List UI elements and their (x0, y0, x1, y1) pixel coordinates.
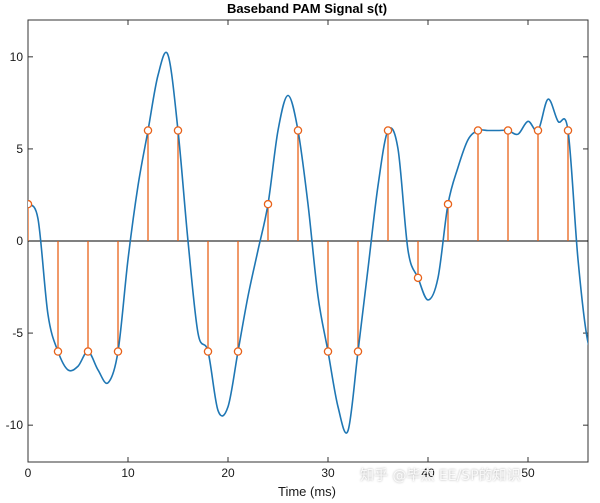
sample-marker (293, 126, 303, 135)
sample-marker (353, 347, 363, 356)
sample-stems (28, 130, 569, 352)
sample-marker (53, 347, 63, 356)
y-tick-label: 10 (10, 50, 24, 64)
sample-marker (323, 347, 333, 356)
sample-marker (143, 126, 153, 135)
x-tick-label: 50 (521, 466, 535, 480)
sample-marker (473, 126, 483, 135)
sample-marker (203, 347, 213, 356)
y-tick-label: 5 (16, 142, 23, 156)
x-tick-label: 40 (421, 466, 435, 480)
sample-marker (263, 199, 273, 209)
sample-marker (443, 199, 453, 209)
sample-marker (413, 273, 423, 283)
y-tick-label: 0 (16, 234, 23, 248)
sample-marker (594, 348, 600, 355)
y-tick-label: -5 (12, 326, 23, 340)
sample-marker (83, 347, 93, 356)
x-tick-label: 20 (221, 466, 235, 480)
x-tick-label: 10 (121, 466, 135, 480)
sample-markers (28, 126, 600, 356)
sample-marker (233, 347, 243, 356)
watermark-text: 知乎 @毕杰 EE/SP的知识 (360, 468, 521, 484)
sample-marker (563, 126, 573, 135)
sample-marker (383, 126, 393, 135)
x-axis-ticks: 0 10 20 30 40 50 (25, 20, 535, 480)
sample-marker (113, 347, 123, 356)
x-axis-label: Time (ms) (278, 484, 336, 499)
chart-title: Baseband PAM Signal s(t) (227, 1, 387, 16)
sample-marker (533, 126, 543, 135)
sample-marker (28, 199, 33, 209)
sample-marker (503, 126, 513, 135)
x-tick-label: 0 (25, 466, 32, 480)
sample-marker (173, 126, 183, 135)
x-tick-label: 30 (321, 466, 335, 480)
y-tick-label: -10 (6, 418, 24, 432)
